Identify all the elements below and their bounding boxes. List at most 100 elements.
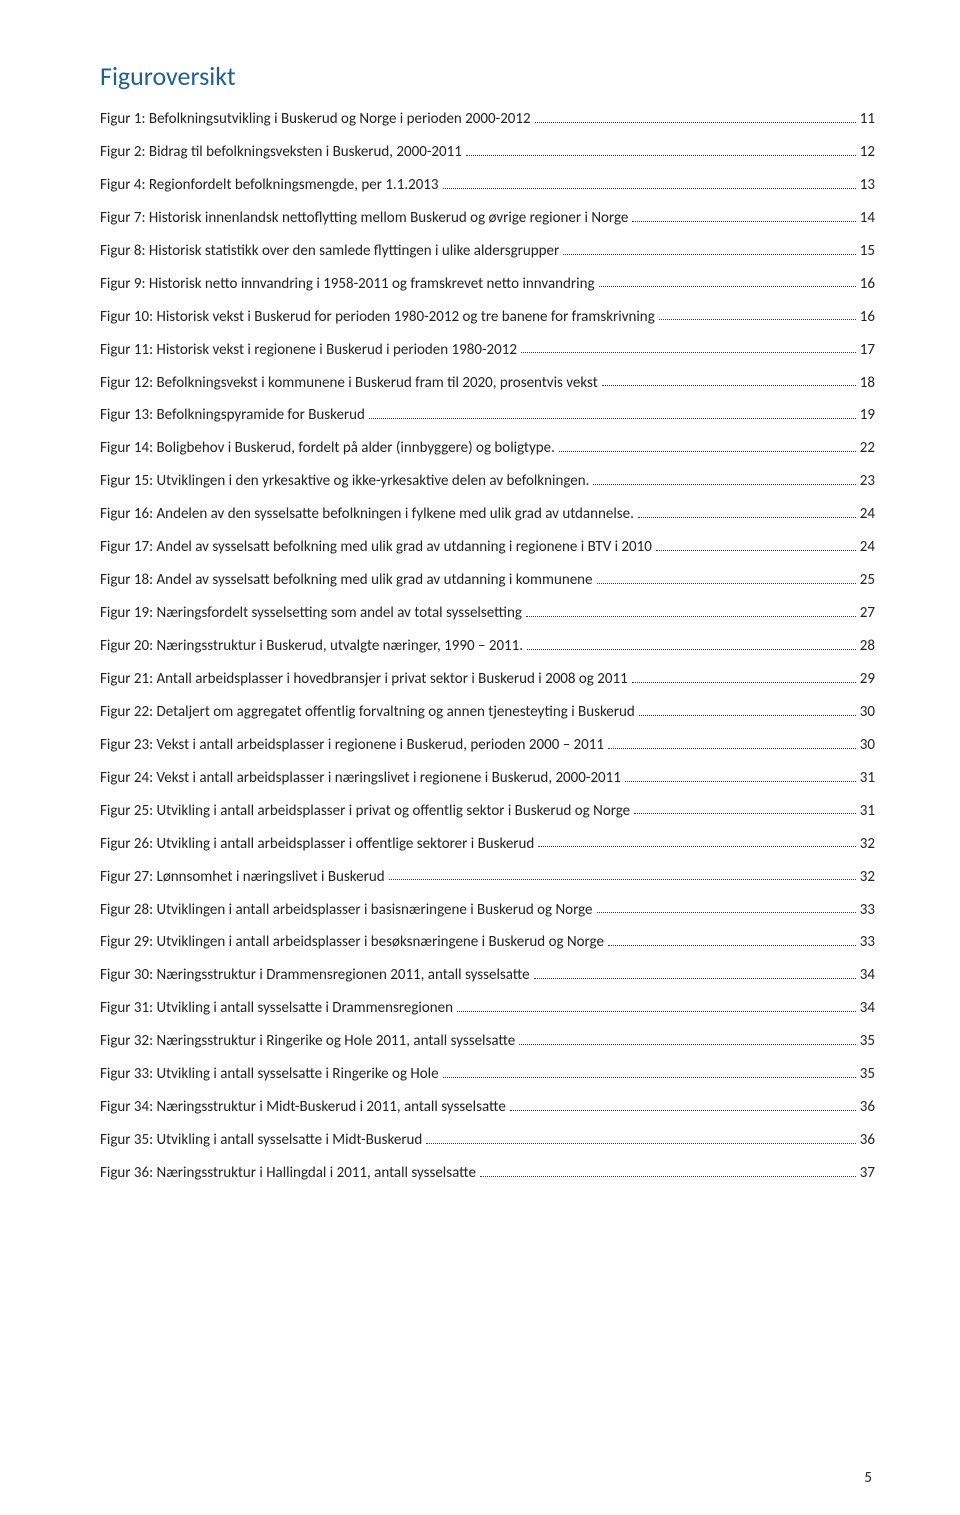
toc-dots — [638, 517, 856, 518]
toc-entry-page: 18 — [860, 374, 875, 393]
toc-item: Figur 26: Utvikling i antall arbeidsplas… — [100, 835, 875, 854]
toc-item: Figur 21: Antall arbeidsplasser i hovedb… — [100, 670, 875, 689]
toc-entry-label: Figur 27: Lønnsomhet i næringslivet i Bu… — [100, 868, 385, 887]
toc-dots — [538, 846, 855, 847]
toc-entry-label: Figur 34: Næringsstruktur i Midt-Buskeru… — [100, 1098, 506, 1117]
toc-entry-page: 36 — [860, 1098, 875, 1117]
toc-entry-label: Figur 30: Næringsstruktur i Drammensregi… — [100, 966, 530, 985]
toc-entry-label: Figur 32: Næringsstruktur i Ringerike og… — [100, 1032, 515, 1051]
page-number: 5 — [864, 1469, 872, 1487]
toc-entry-label: Figur 8: Historisk statistikk over den s… — [100, 242, 559, 261]
toc-item: Figur 4: Regionfordelt befolkningsmengde… — [100, 176, 875, 195]
toc-dots — [656, 550, 856, 551]
toc-list: Figur 1: Befolkningsutvikling i Buskerud… — [100, 110, 875, 1183]
toc-dots — [597, 583, 856, 584]
toc-entry-label: Figur 35: Utvikling i antall sysselsatte… — [100, 1131, 422, 1150]
toc-entry-page: 34 — [860, 999, 875, 1018]
toc-entry-page: 24 — [860, 538, 875, 557]
toc-dots — [457, 1011, 856, 1012]
toc-dots — [593, 484, 855, 485]
toc-entry-label: Figur 13: Befolkningspyramide for Busker… — [100, 406, 365, 425]
toc-entry-label: Figur 16: Andelen av den sysselsatte bef… — [100, 505, 634, 524]
toc-dots — [443, 1077, 856, 1078]
toc-dots — [659, 319, 856, 320]
toc-entry-page: 16 — [860, 275, 875, 294]
toc-item: Figur 2: Bidrag til befolkningsveksten i… — [100, 143, 875, 162]
toc-item: Figur 23: Vekst i antall arbeidsplasser … — [100, 736, 875, 755]
toc-item: Figur 33: Utvikling i antall sysselsatte… — [100, 1065, 875, 1084]
toc-entry-page: 37 — [860, 1164, 875, 1183]
toc-entry-label: Figur 33: Utvikling i antall sysselsatte… — [100, 1065, 439, 1084]
toc-item: Figur 14: Boligbehov i Buskerud, fordelt… — [100, 439, 875, 458]
toc-entry-label: Figur 12: Befolkningsvekst i kommunene i… — [100, 374, 598, 393]
toc-entry-label: Figur 24: Vekst i antall arbeidsplasser … — [100, 769, 621, 788]
toc-entry-page: 28 — [860, 637, 875, 656]
toc-dots — [369, 418, 856, 419]
toc-item: Figur 20: Næringsstruktur i Buskerud, ut… — [100, 637, 875, 656]
toc-dots — [608, 748, 856, 749]
toc-entry-label: Figur 2: Bidrag til befolkningsveksten i… — [100, 143, 462, 162]
toc-entry-page: 23 — [860, 472, 875, 491]
toc-entry-label: Figur 36: Næringsstruktur i Hallingdal i… — [100, 1164, 476, 1183]
toc-entry-page: 35 — [860, 1065, 875, 1084]
toc-entry-label: Figur 15: Utviklingen i den yrkesaktive … — [100, 472, 589, 491]
toc-dots — [634, 813, 856, 814]
toc-item: Figur 10: Historisk vekst i Buskerud for… — [100, 308, 875, 327]
toc-dots — [599, 286, 856, 287]
toc-entry-page: 31 — [860, 802, 875, 821]
toc-item: Figur 36: Næringsstruktur i Hallingdal i… — [100, 1164, 875, 1183]
toc-dots — [632, 221, 855, 222]
toc-entry-page: 27 — [860, 604, 875, 623]
toc-item: Figur 32: Næringsstruktur i Ringerike og… — [100, 1032, 875, 1051]
toc-entry-page: 14 — [860, 209, 875, 228]
toc-item: Figur 35: Utvikling i antall sysselsatte… — [100, 1131, 875, 1150]
toc-item: Figur 17: Andel av sysselsatt befolkning… — [100, 538, 875, 557]
toc-entry-label: Figur 25: Utvikling i antall arbeidsplas… — [100, 802, 630, 821]
toc-dots — [534, 978, 856, 979]
toc-item: Figur 30: Næringsstruktur i Drammensregi… — [100, 966, 875, 985]
toc-dots — [526, 616, 856, 617]
toc-entry-label: Figur 28: Utviklingen i antall arbeidspl… — [100, 901, 593, 920]
toc-entry-page: 12 — [860, 143, 875, 162]
toc-dots — [597, 912, 856, 913]
toc-item: Figur 22: Detaljert om aggregatet offent… — [100, 703, 875, 722]
toc-entry-label: Figur 14: Boligbehov i Buskerud, fordelt… — [100, 439, 555, 458]
toc-entry-page: 16 — [860, 308, 875, 327]
page-title: Figuroversikt — [100, 60, 875, 92]
toc-entry-page: 22 — [860, 439, 875, 458]
toc-item: Figur 8: Historisk statistikk over den s… — [100, 242, 875, 261]
toc-entry-page: 24 — [860, 505, 875, 524]
toc-dots — [608, 945, 856, 946]
toc-item: Figur 31: Utvikling i antall sysselsatte… — [100, 999, 875, 1018]
toc-entry-label: Figur 10: Historisk vekst i Buskerud for… — [100, 308, 655, 327]
toc-dots — [510, 1110, 856, 1111]
toc-dots — [519, 1044, 856, 1045]
toc-item: Figur 9: Historisk netto innvandring i 1… — [100, 275, 875, 294]
toc-entry-page: 35 — [860, 1032, 875, 1051]
toc-entry-label: Figur 9: Historisk netto innvandring i 1… — [100, 275, 595, 294]
toc-entry-page: 29 — [860, 670, 875, 689]
toc-entry-label: Figur 23: Vekst i antall arbeidsplasser … — [100, 736, 604, 755]
toc-dots — [527, 649, 856, 650]
toc-entry-label: Figur 4: Regionfordelt befolkningsmengde… — [100, 176, 439, 195]
toc-item: Figur 34: Næringsstruktur i Midt-Buskeru… — [100, 1098, 875, 1117]
document-page: Figuroversikt Figur 1: Befolkningsutvikl… — [0, 0, 960, 1515]
toc-entry-label: Figur 1: Befolkningsutvikling i Buskerud… — [100, 110, 531, 129]
toc-entry-page: 33 — [860, 933, 875, 952]
toc-entry-label: Figur 31: Utvikling i antall sysselsatte… — [100, 999, 453, 1018]
toc-entry-label: Figur 26: Utvikling i antall arbeidsplas… — [100, 835, 534, 854]
toc-dots — [521, 352, 856, 353]
toc-item: Figur 16: Andelen av den sysselsatte bef… — [100, 505, 875, 524]
toc-entry-page: 30 — [860, 703, 875, 722]
toc-dots — [625, 781, 856, 782]
toc-entry-page: 11 — [860, 110, 875, 129]
toc-item: Figur 7: Historisk innenlandsk nettoflyt… — [100, 209, 875, 228]
toc-entry-page: 13 — [860, 176, 875, 195]
toc-entry-page: 31 — [860, 769, 875, 788]
toc-entry-page: 30 — [860, 736, 875, 755]
toc-entry-page: 32 — [860, 835, 875, 854]
toc-dots — [559, 451, 856, 452]
toc-dots — [602, 385, 856, 386]
toc-entry-label: Figur 22: Detaljert om aggregatet offent… — [100, 703, 635, 722]
toc-dots — [639, 715, 856, 716]
